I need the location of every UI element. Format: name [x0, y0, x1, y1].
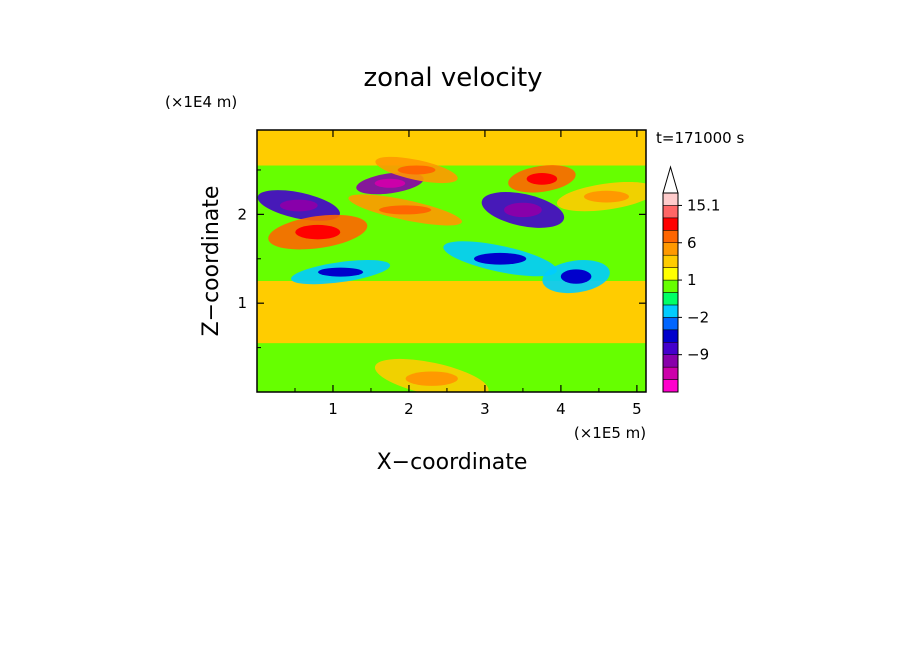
- x-tick-label: 3: [480, 400, 490, 418]
- field-feature-core: [379, 205, 432, 215]
- x-tick-label: 4: [556, 400, 566, 418]
- colorbar-frame: [662, 192, 679, 393]
- field-band: [257, 130, 646, 166]
- colorbar-segment: [662, 354, 679, 368]
- colorbar-segment: [662, 342, 679, 355]
- chart-title: zonal velocity: [363, 63, 542, 93]
- y-axis-label: Z−coordinate: [199, 186, 224, 337]
- field-feature-core: [405, 371, 458, 386]
- colorbar-label: 15.1: [687, 196, 720, 214]
- field-feature-core: [397, 165, 436, 175]
- velocity-field: [257, 130, 646, 392]
- field-feature-core: [583, 190, 629, 203]
- colorbar: −9 −2 1 6 15.1: [662, 165, 720, 393]
- field-feature-core: [295, 224, 341, 240]
- field-feature-core: [560, 269, 592, 284]
- field-feature-core: [279, 199, 318, 212]
- y-tick-label: 1: [237, 294, 247, 312]
- y-axis: 12: [237, 169, 646, 349]
- colorbar-label: −2: [687, 308, 709, 326]
- x-tick-label: 1: [328, 400, 338, 418]
- colorbar-segment: [662, 279, 679, 293]
- colorbar-segment: [662, 304, 679, 318]
- colorbar-segment: [662, 254, 679, 268]
- colorbar-segment: [662, 292, 679, 306]
- field-feature-core: [318, 267, 364, 277]
- colorbar-segment: [662, 317, 679, 331]
- plot-frame: [256, 129, 647, 393]
- x-axis: 1 2 3 4 5: [294, 130, 642, 418]
- x-tick-label: 5: [632, 400, 642, 418]
- colorbar-label: 1: [687, 271, 697, 289]
- y-tick-label: 2: [237, 205, 247, 223]
- colorbar-segment: [662, 205, 679, 219]
- colorbar-segment: [662, 192, 679, 206]
- x-axis-label: X−coordinate: [377, 450, 528, 475]
- x-unit-label: (×1E5 m): [574, 424, 646, 442]
- colorbar-segment: [662, 366, 679, 380]
- colorbar-segment: [662, 267, 679, 281]
- y-unit-label: (×1E4 m): [165, 93, 237, 111]
- field-feature-core: [504, 202, 542, 218]
- x-tick-label: 2: [404, 400, 414, 418]
- colorbar-label: 6: [687, 234, 697, 252]
- time-label: t=171000 s: [656, 129, 744, 147]
- colorbar-extend-arrow: [662, 165, 679, 194]
- colorbar-segment: [662, 230, 679, 243]
- colorbar-segment: [662, 242, 679, 256]
- colorbar-label: −9: [687, 346, 709, 364]
- colorbar-segment: [662, 217, 679, 231]
- field-feature-core: [374, 178, 406, 188]
- colorbar-segment: [662, 329, 679, 343]
- field-feature-core: [474, 252, 527, 265]
- colorbar-segment: [662, 379, 679, 393]
- field-feature-core: [526, 172, 558, 185]
